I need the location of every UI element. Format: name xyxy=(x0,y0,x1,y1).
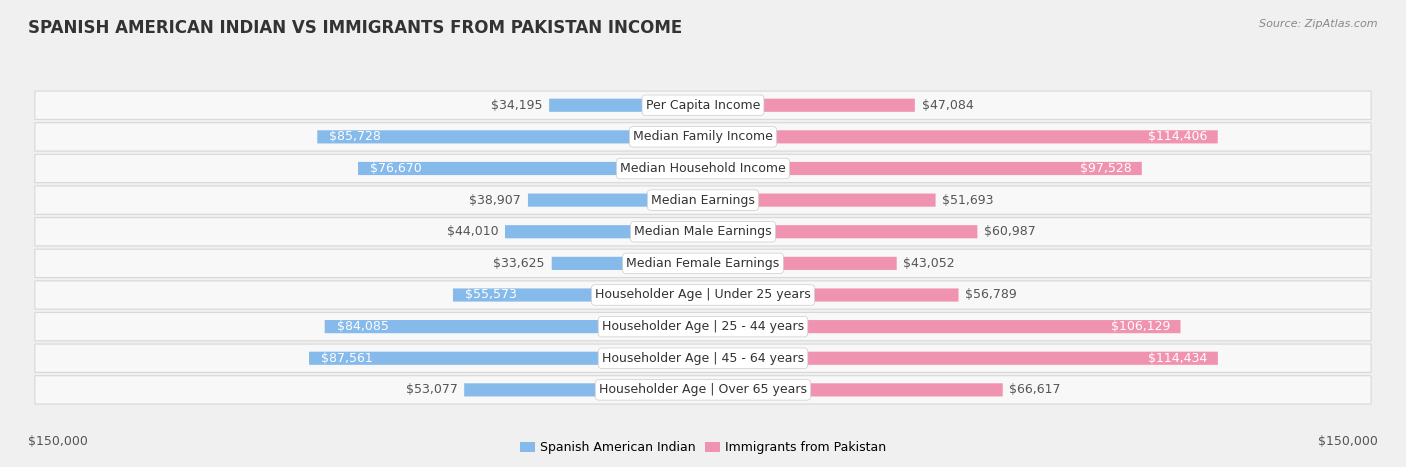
Text: $60,987: $60,987 xyxy=(984,225,1036,238)
FancyBboxPatch shape xyxy=(35,91,1371,120)
FancyBboxPatch shape xyxy=(35,154,1371,183)
FancyBboxPatch shape xyxy=(325,320,703,333)
Text: $44,010: $44,010 xyxy=(447,225,498,238)
FancyBboxPatch shape xyxy=(703,352,1218,365)
Text: Householder Age | Over 65 years: Householder Age | Over 65 years xyxy=(599,383,807,396)
FancyBboxPatch shape xyxy=(703,193,935,207)
FancyBboxPatch shape xyxy=(35,281,1371,309)
FancyBboxPatch shape xyxy=(703,99,915,112)
Text: $114,434: $114,434 xyxy=(1149,352,1208,365)
FancyBboxPatch shape xyxy=(505,225,703,238)
Text: $85,728: $85,728 xyxy=(329,130,381,143)
Text: $150,000: $150,000 xyxy=(1317,435,1378,448)
Text: Median Household Income: Median Household Income xyxy=(620,162,786,175)
Text: $114,406: $114,406 xyxy=(1149,130,1208,143)
Text: $55,573: $55,573 xyxy=(465,289,517,302)
Text: $84,085: $84,085 xyxy=(337,320,388,333)
Text: $34,195: $34,195 xyxy=(491,99,543,112)
FancyBboxPatch shape xyxy=(551,257,703,270)
FancyBboxPatch shape xyxy=(703,257,897,270)
FancyBboxPatch shape xyxy=(35,123,1371,151)
Text: $97,528: $97,528 xyxy=(1080,162,1132,175)
FancyBboxPatch shape xyxy=(35,218,1371,246)
FancyBboxPatch shape xyxy=(550,99,703,112)
Text: $51,693: $51,693 xyxy=(942,194,994,206)
Text: $53,077: $53,077 xyxy=(405,383,457,396)
FancyBboxPatch shape xyxy=(703,383,1002,396)
FancyBboxPatch shape xyxy=(35,312,1371,341)
FancyBboxPatch shape xyxy=(464,383,703,396)
Text: $33,625: $33,625 xyxy=(494,257,546,270)
Text: Householder Age | Under 25 years: Householder Age | Under 25 years xyxy=(595,289,811,302)
Text: $43,052: $43,052 xyxy=(904,257,955,270)
Text: $66,617: $66,617 xyxy=(1010,383,1062,396)
FancyBboxPatch shape xyxy=(35,249,1371,277)
Text: $38,907: $38,907 xyxy=(470,194,522,206)
Text: $87,561: $87,561 xyxy=(321,352,373,365)
FancyBboxPatch shape xyxy=(703,162,1142,175)
Legend: Spanish American Indian, Immigrants from Pakistan: Spanish American Indian, Immigrants from… xyxy=(520,441,886,454)
Text: Per Capita Income: Per Capita Income xyxy=(645,99,761,112)
FancyBboxPatch shape xyxy=(703,320,1181,333)
Text: Source: ZipAtlas.com: Source: ZipAtlas.com xyxy=(1260,19,1378,28)
Text: $150,000: $150,000 xyxy=(28,435,89,448)
FancyBboxPatch shape xyxy=(703,225,977,238)
FancyBboxPatch shape xyxy=(703,130,1218,143)
Text: $56,789: $56,789 xyxy=(966,289,1017,302)
Text: $76,670: $76,670 xyxy=(370,162,422,175)
FancyBboxPatch shape xyxy=(309,352,703,365)
Text: Householder Age | 25 - 44 years: Householder Age | 25 - 44 years xyxy=(602,320,804,333)
Text: Median Earnings: Median Earnings xyxy=(651,194,755,206)
FancyBboxPatch shape xyxy=(35,376,1371,404)
FancyBboxPatch shape xyxy=(359,162,703,175)
FancyBboxPatch shape xyxy=(318,130,703,143)
FancyBboxPatch shape xyxy=(35,186,1371,214)
Text: $47,084: $47,084 xyxy=(921,99,973,112)
FancyBboxPatch shape xyxy=(35,344,1371,372)
FancyBboxPatch shape xyxy=(703,289,959,302)
Text: Median Female Earnings: Median Female Earnings xyxy=(627,257,779,270)
Text: Median Family Income: Median Family Income xyxy=(633,130,773,143)
FancyBboxPatch shape xyxy=(527,193,703,207)
Text: SPANISH AMERICAN INDIAN VS IMMIGRANTS FROM PAKISTAN INCOME: SPANISH AMERICAN INDIAN VS IMMIGRANTS FR… xyxy=(28,19,682,37)
Text: Median Male Earnings: Median Male Earnings xyxy=(634,225,772,238)
FancyBboxPatch shape xyxy=(453,289,703,302)
Text: $106,129: $106,129 xyxy=(1111,320,1170,333)
Text: Householder Age | 45 - 64 years: Householder Age | 45 - 64 years xyxy=(602,352,804,365)
